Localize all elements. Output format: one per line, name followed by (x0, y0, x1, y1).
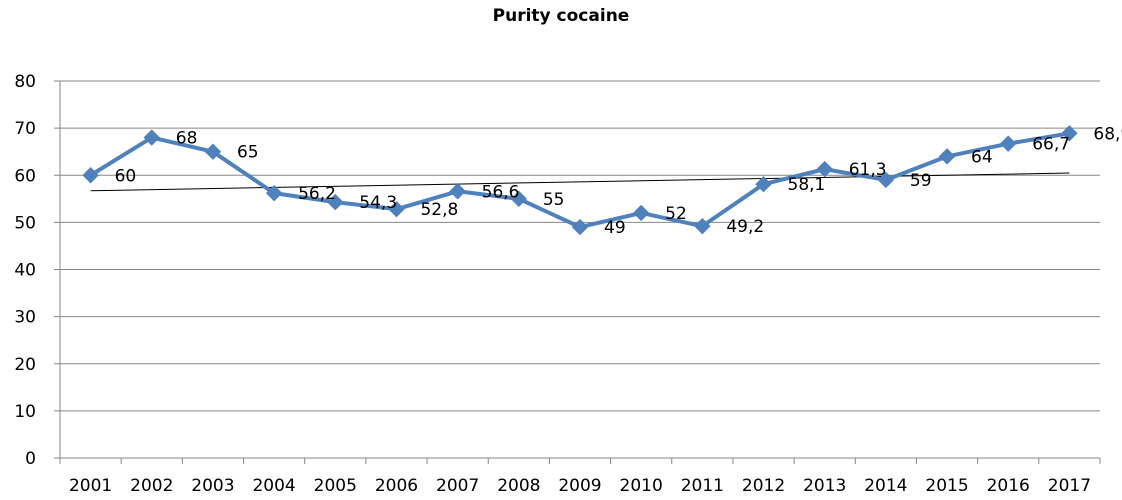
x-tick-label: 2008 (497, 476, 540, 495)
data-label: 49 (604, 218, 626, 238)
data-point (82, 167, 99, 184)
x-tick-label: 2012 (742, 476, 785, 495)
data-label: 58,1 (788, 175, 826, 195)
data-point (571, 218, 589, 236)
x-tick-label: 2001 (69, 476, 112, 495)
data-label: 49,2 (726, 217, 764, 237)
x-tick-label: 2017 (1048, 476, 1091, 495)
chart-title: Purity cocaine (492, 6, 630, 26)
y-tick-label: 70 (14, 119, 36, 139)
data-point (1061, 125, 1078, 142)
x-tick-label: 2006 (375, 476, 418, 495)
data-label: 52,8 (420, 200, 458, 220)
data-point (938, 148, 956, 165)
data-label: 66,7 (1032, 135, 1070, 155)
x-tick-label: 2015 (925, 476, 968, 495)
data-label: 52 (665, 204, 687, 224)
data-label: 56,2 (298, 184, 336, 204)
data-label: 64 (971, 147, 993, 167)
y-tick-label: 10 (14, 402, 36, 422)
trendline (90, 172, 1070, 192)
y-tick-label: 40 (14, 261, 36, 281)
data-point (816, 160, 833, 178)
data-point (204, 143, 222, 160)
y-tick-label: 50 (14, 213, 36, 233)
x-tick-label: 2007 (436, 476, 479, 495)
data-point (694, 217, 711, 235)
data-label: 56,6 (482, 182, 520, 202)
y-tick-label: 0 (25, 449, 36, 469)
x-tick-label: 2009 (558, 476, 601, 495)
data-point (755, 175, 772, 193)
data-point (388, 200, 405, 218)
data-point (510, 190, 528, 208)
y-tick-label: 20 (14, 355, 36, 375)
y-tick-label: 30 (14, 308, 36, 328)
data-label: 61,3 (849, 160, 887, 180)
x-tick-label: 2011 (681, 476, 724, 495)
y-tick-label: 60 (14, 166, 36, 186)
x-tick-label: 2013 (803, 476, 846, 495)
data-label: 68,9 (1093, 124, 1122, 144)
data-point (143, 129, 160, 146)
x-tick-label: 2002 (130, 476, 173, 495)
data-label: 68 (176, 129, 198, 149)
data-point (877, 171, 895, 189)
data-label: 65 (237, 143, 259, 163)
data-point (449, 183, 466, 200)
data-label: 60 (115, 166, 137, 186)
x-tick-label: 2005 (314, 476, 357, 495)
x-tick-label: 2014 (864, 476, 907, 495)
data-point (265, 184, 283, 202)
x-tick-label: 2010 (620, 476, 663, 495)
x-tick-label: 2003 (191, 476, 234, 495)
data-label: 54,3 (359, 193, 397, 213)
data-label: 59 (910, 171, 932, 191)
x-tick-label: 2016 (987, 476, 1030, 495)
data-point (632, 204, 650, 222)
data-point (327, 193, 344, 211)
y-tick-label: 80 (14, 72, 36, 92)
data-label: 55 (543, 190, 565, 210)
x-tick-label: 2004 (252, 476, 295, 495)
data-point (1000, 135, 1017, 152)
